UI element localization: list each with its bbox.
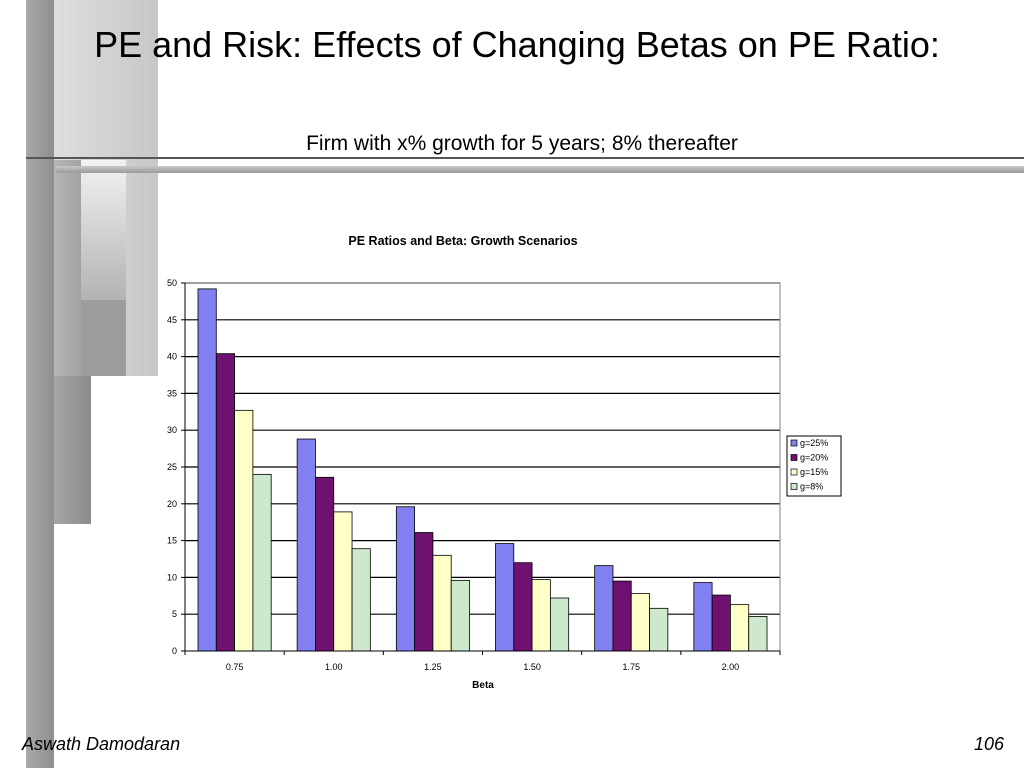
bars [197,288,768,652]
footer-author: Aswath Damodaran [22,734,181,754]
bar-g25-1_50 [495,543,515,652]
x-tick-label: 1.75 [622,662,640,672]
bar-g20-1_50 [513,562,533,652]
bar-g8-1_25 [450,579,470,652]
x-tick-label: 2.00 [722,662,740,672]
y-tick-label: 25 [167,462,177,472]
legend-swatch [790,468,798,476]
pe-beta-bar-chart: PE Ratios and Beta: Growth Scenarios 0 5 1… [167,234,842,691]
y-tick-label: 10 [167,572,177,582]
bar-g25-1_00 [296,438,316,652]
y-tick-label: 5 [172,609,177,619]
y-tick-label: 15 [167,536,177,546]
slide-title: PE and Risk: Effects of Changing Betas o… [94,24,940,65]
bar-g15-0_75 [234,409,254,652]
bar-g25-1_75 [594,565,614,652]
bar-g8-1_75 [649,607,669,652]
legend-label: g=25% [800,438,828,448]
legend-label: g=15% [800,467,828,477]
bar-g25-0_75 [197,288,217,652]
x-tick-label: 1.00 [325,662,343,672]
legend-swatch [790,439,798,447]
bar-g15-1_00 [333,511,353,652]
y-tick-label: 35 [167,388,177,398]
axes: 0 5 10 15 20 25 30 35 40 45 50 0.75 1.00 1.25 1.50 1.75… [167,278,781,672]
bar-g20-0_75 [215,353,235,652]
chart-title: PE Ratios and Beta: Growth Scenarios [348,234,577,248]
bar-g20-1_00 [315,476,335,652]
bar-g15-1_75 [630,593,650,652]
y-tick-label: 20 [167,499,177,509]
y-tick-label: 40 [167,352,177,362]
legend-swatch [790,454,798,461]
y-tick-label: 50 [167,278,177,288]
x-tick-label: 1.50 [523,662,541,672]
decorative-bar [49,376,91,524]
legend-label: g=20% [800,453,828,463]
y-tick-label: 45 [167,315,177,325]
x-tick-label: 0.75 [226,662,244,672]
bar-g15-2_00 [730,604,750,652]
legend: g=25% g=20% g=15% g=8% [786,435,842,497]
y-tick-label: 0 [172,646,177,656]
bar-g8-2_00 [748,616,768,652]
bar-g20-2_00 [711,594,731,652]
bar-g25-1_25 [395,506,416,652]
page-number: 106 [973,734,1004,754]
bar-g20-1_75 [612,580,632,652]
bar-g8-1_50 [549,597,570,652]
y-tick-label: 30 [167,425,177,435]
header-rule [26,157,1024,159]
bar-g8-0_75 [252,473,272,652]
gridlines [185,282,780,615]
legend-swatch [790,483,798,490]
x-axis-label: Beta [472,680,494,691]
x-tick-label: 1.25 [424,662,442,672]
bar-g8-1_00 [351,548,371,652]
bar-g25-2_00 [693,582,713,652]
bar-g15-1_50 [531,579,551,652]
bar-g15-1_25 [432,554,452,652]
header-bar [56,166,1024,173]
slide-subtitle: Firm with x% growth for 5 years; 8% ther… [306,132,738,155]
bar-g20-1_25 [414,532,434,652]
decorative-panel [81,300,126,376]
decorative-bar [26,0,54,768]
legend-label: g=8% [800,482,823,492]
